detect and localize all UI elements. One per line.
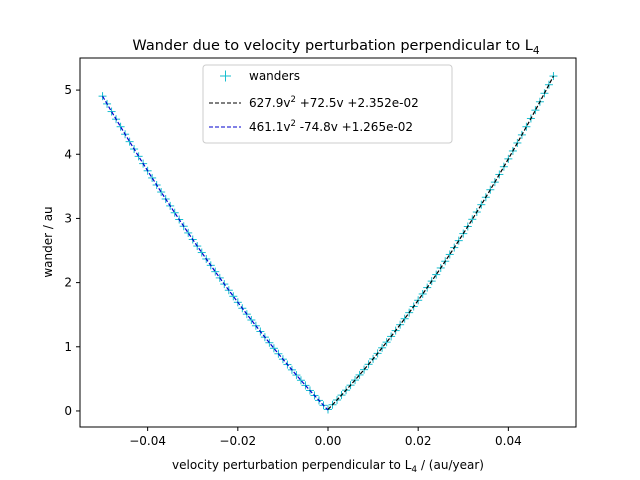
fit-positive-label-exponent: 2 bbox=[290, 95, 295, 105]
data-point bbox=[265, 338, 274, 347]
data-point bbox=[134, 152, 143, 161]
x-tick-label: −0.04 bbox=[129, 434, 166, 448]
y-tick-label: 1 bbox=[64, 340, 72, 354]
fit-line-positive bbox=[327, 75, 554, 410]
fit-line-negative bbox=[102, 95, 329, 411]
data-point bbox=[544, 80, 553, 89]
data-point bbox=[477, 200, 486, 209]
y-tick-label: 4 bbox=[64, 147, 72, 161]
data-point bbox=[418, 289, 427, 298]
data-point bbox=[292, 371, 301, 380]
data-point bbox=[432, 270, 441, 279]
legend-label-wanders: wanders bbox=[249, 69, 300, 83]
data-point bbox=[445, 250, 454, 259]
x-tick-label: 0.02 bbox=[405, 434, 432, 448]
fit-positive-label-part1: 627.9v bbox=[249, 96, 290, 110]
x-tick-label: 0.00 bbox=[315, 434, 342, 448]
data-point bbox=[296, 376, 305, 385]
x-tick-label: 0.04 bbox=[495, 434, 522, 448]
fit-negative-label-part2: -74.8v +1.265e-02 bbox=[296, 120, 413, 134]
y-tick-label: 3 bbox=[64, 211, 72, 225]
x-tick-label: −0.02 bbox=[219, 434, 256, 448]
legend-entry-fit-positive: 627.9v2 +72.5v +2.352e-02 bbox=[209, 95, 419, 110]
legend: wanders 627.9v2 +72.5v +2.352e-02 461.1v… bbox=[202, 64, 453, 144]
data-point bbox=[170, 208, 179, 217]
chart-title-subscript: 4 bbox=[533, 45, 540, 57]
x-axis-label: velocity perturbation perpendicular to L… bbox=[172, 458, 484, 475]
chart-title: Wander due to velocity perturbation perp… bbox=[132, 38, 539, 57]
x-axis: −0.04 −0.02 0.00 0.02 0.04 bbox=[129, 427, 522, 448]
data-point bbox=[531, 106, 540, 115]
data-point bbox=[468, 215, 477, 224]
data-point bbox=[522, 122, 531, 131]
data-point bbox=[382, 338, 391, 347]
data-point bbox=[247, 315, 256, 324]
data-point bbox=[211, 267, 220, 276]
legend-label-fit-negative: 461.1v2 -74.8v +1.265e-02 bbox=[249, 119, 413, 134]
data-point bbox=[197, 248, 206, 257]
data-point bbox=[378, 343, 387, 352]
data-point bbox=[184, 228, 193, 237]
data-point bbox=[229, 292, 238, 301]
legend-label-fit-positive: 627.9v2 +72.5v +2.352e-02 bbox=[249, 95, 419, 110]
data-point bbox=[107, 107, 116, 116]
legend-entry-wanders: wanders bbox=[220, 69, 300, 83]
data-point bbox=[125, 137, 134, 146]
y-tick-label: 2 bbox=[64, 276, 72, 290]
fit-positive-label-part2: +72.5v +2.352e-02 bbox=[296, 96, 419, 110]
y-tick-label: 5 bbox=[64, 83, 72, 97]
data-point bbox=[98, 92, 107, 101]
y-axis-label: wander / au bbox=[41, 206, 55, 277]
chart-title-main: Wander due to velocity perturbation perp… bbox=[132, 38, 532, 54]
data-point bbox=[301, 381, 310, 390]
legend-entry-fit-negative: 461.1v2 -74.8v +1.265e-02 bbox=[209, 119, 413, 134]
x-axis-label-suffix: / (au/year) bbox=[417, 458, 484, 472]
data-point bbox=[360, 365, 369, 374]
data-point bbox=[400, 314, 409, 323]
fit-negative-label-exponent: 2 bbox=[290, 119, 295, 129]
x-axis-label-main: velocity perturbation perpendicular to L bbox=[172, 458, 412, 472]
plot-area bbox=[98, 72, 558, 414]
data-point bbox=[269, 344, 278, 353]
fit-negative-label-part1: 461.1v bbox=[249, 120, 290, 134]
y-axis: 0 1 2 3 4 5 bbox=[64, 83, 80, 418]
data-point bbox=[355, 370, 364, 379]
legend-box bbox=[202, 64, 453, 144]
x-axis-label-subscript: 4 bbox=[411, 465, 417, 475]
data-point bbox=[157, 188, 166, 197]
data-point bbox=[549, 72, 558, 81]
data-point bbox=[116, 122, 125, 131]
y-tick-label: 0 bbox=[64, 404, 72, 418]
data-point bbox=[148, 173, 157, 182]
